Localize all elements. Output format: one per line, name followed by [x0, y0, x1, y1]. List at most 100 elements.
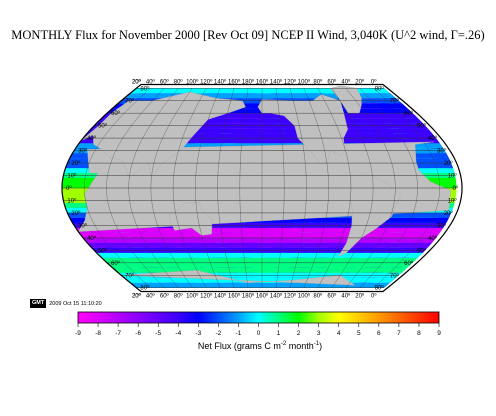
lat-label-right: 60º	[111, 260, 121, 267]
lon-label-top: 20º	[132, 78, 142, 85]
lon-label-bottom: 80º	[313, 293, 323, 300]
flux-cell	[112, 267, 408, 273]
lat-label-right: 0º	[66, 185, 72, 192]
lon-label-bottom: 40º	[146, 293, 156, 300]
lon-label-top: 120º	[284, 78, 297, 85]
lon-label-bottom: 100º	[298, 293, 311, 300]
lon-label-bottom: 180º	[242, 293, 255, 300]
lat-label-left: 40º	[428, 235, 438, 242]
lon-label-top: 20º	[355, 78, 365, 85]
lat-label-left: 70º	[390, 98, 400, 105]
lat-label-right: 80º	[140, 85, 150, 92]
lon-label-bottom: 120º	[284, 293, 297, 300]
flux-cell	[83, 237, 436, 243]
lon-label-top: 40º	[146, 78, 156, 85]
lat-label-right: 20º	[71, 210, 81, 217]
lon-label-bottom: 160º	[228, 293, 241, 300]
lon-label-bottom: 0º	[371, 293, 377, 300]
timestamp-text: 2009 Oct 15 11:10:20	[49, 300, 102, 307]
lon-label-bottom: 20º	[355, 293, 365, 300]
lon-label-top: 0º	[371, 78, 377, 85]
lat-label-left: 0º	[452, 185, 458, 192]
lat-label-right: 50º	[98, 123, 108, 130]
colorbar-tick-label: -1	[236, 330, 242, 337]
lon-label-top: 180º	[242, 78, 255, 85]
lon-label-top: 60º	[327, 78, 337, 85]
lat-label-left: 40º	[428, 135, 438, 142]
lat-label-right: 30º	[78, 148, 88, 155]
colorbar-tick-label: 6	[377, 330, 381, 337]
lat-label-left: 60º	[404, 260, 414, 267]
landmass-australia	[169, 201, 213, 236]
flux-cell	[87, 242, 432, 248]
lon-label-bottom: 140º	[214, 293, 227, 300]
lat-label-left: 20º	[444, 160, 454, 167]
colorbar-tick-label: -6	[135, 330, 141, 337]
colorbar-tick-label: 3	[317, 330, 321, 337]
lon-label-bottom: 20º	[132, 293, 142, 300]
colorbar-tick-label: 9	[437, 330, 441, 337]
lat-label-left: 80º	[375, 285, 385, 292]
lon-label-top: 80º	[174, 78, 184, 85]
lon-label-bottom: 20º	[132, 293, 142, 300]
colorbar-tick-label: 2	[297, 330, 301, 337]
lat-label-right: 40º	[87, 135, 97, 142]
lon-label-top: 40º	[341, 78, 351, 85]
colorbar-ticks: -9 -8 -7 -6 -5 -4 -3 -2 -1 0 1 2 3 4 5 6 7 8 9	[75, 323, 441, 337]
lat-label-right: 50º	[98, 247, 108, 254]
colorbar-tick-label: -4	[175, 330, 181, 337]
colorbar-tick-label: -3	[195, 330, 201, 337]
map-title: MONTHLY Flux for November 2000 [Rev Oct …	[11, 28, 485, 42]
colorbar-label: Net Flux (grams C m-2 month-1)	[197, 341, 323, 351]
lat-label-right: 60º	[111, 110, 121, 117]
flux-cell	[96, 252, 423, 258]
lon-label-bottom: 60º	[327, 293, 337, 300]
lon-label-top: 160º	[228, 78, 241, 85]
lat-label-left: 20º	[444, 210, 454, 217]
lat-label-left: 10º	[448, 173, 458, 180]
colorbar-tick-label: 0	[257, 330, 261, 337]
latitude-labels-right: 80º70º60º50º40º30º20º10º0º10º20º30º40º50…	[66, 85, 150, 291]
colorbar-tick-label: -8	[95, 330, 101, 337]
lat-label-right: 70º	[125, 272, 135, 279]
colorbar-tick-label: -7	[115, 330, 121, 337]
lon-label-bottom: 60º	[160, 293, 170, 300]
lat-label-left: 10º	[448, 198, 458, 205]
colorbar	[77, 311, 440, 324]
lon-label-top: 120º	[200, 78, 213, 85]
lon-label-top: 100º	[186, 78, 199, 85]
lon-label-bottom: 100º	[186, 293, 199, 300]
colorbar-tick-label: -9	[75, 330, 81, 337]
lat-label-left: 80º	[375, 85, 385, 92]
longitude-labels-top: 20º 40º 60º 80º 100º 120º 140º 160º 180º 160º 140º…	[132, 78, 377, 85]
lat-label-left: 60º	[404, 110, 414, 117]
latitude-labels-left: 80º70º60º50º40º30º20º10º0º10º20º30º40º50…	[375, 85, 459, 291]
lat-label-right: 70º	[125, 98, 135, 105]
map-border	[61, 83, 463, 293]
colorbar-tick-label: 1	[277, 330, 281, 337]
colorbar-tick-label: 4	[337, 330, 341, 337]
flux-cell	[130, 88, 391, 94]
continents	[77, 85, 452, 292]
timestamp: GMT 2009 Oct 15 11:10:20	[30, 299, 102, 308]
lat-label-left: 70º	[390, 272, 400, 279]
colorbar-tick-label: -5	[155, 330, 161, 337]
lon-label-top: 140º	[270, 78, 283, 85]
lat-label-left: 50º	[417, 123, 427, 130]
flux-cell	[107, 262, 413, 268]
lat-label-right: 10º	[67, 173, 77, 180]
lat-label-right: 80º	[140, 285, 150, 292]
lat-label-right: 20º	[71, 160, 81, 167]
colorbar-tick-label: 7	[397, 330, 401, 337]
gmt-logo: GMT	[30, 299, 47, 308]
flux-cell	[79, 232, 440, 238]
lon-label-top: 100º	[298, 78, 311, 85]
lon-label-bottom: 40º	[341, 293, 351, 300]
lat-label-left: 50º	[417, 247, 427, 254]
lon-label-top: 80º	[313, 78, 323, 85]
lon-label-bottom: 160º	[256, 293, 269, 300]
colorbar-tick-label: -2	[216, 330, 222, 337]
lon-label-top: 160º	[256, 78, 269, 85]
longitude-labels-bottom: 20º 40º 60º 80º 100º 120º 140º 160º 180º 160º 140º…	[132, 293, 377, 300]
